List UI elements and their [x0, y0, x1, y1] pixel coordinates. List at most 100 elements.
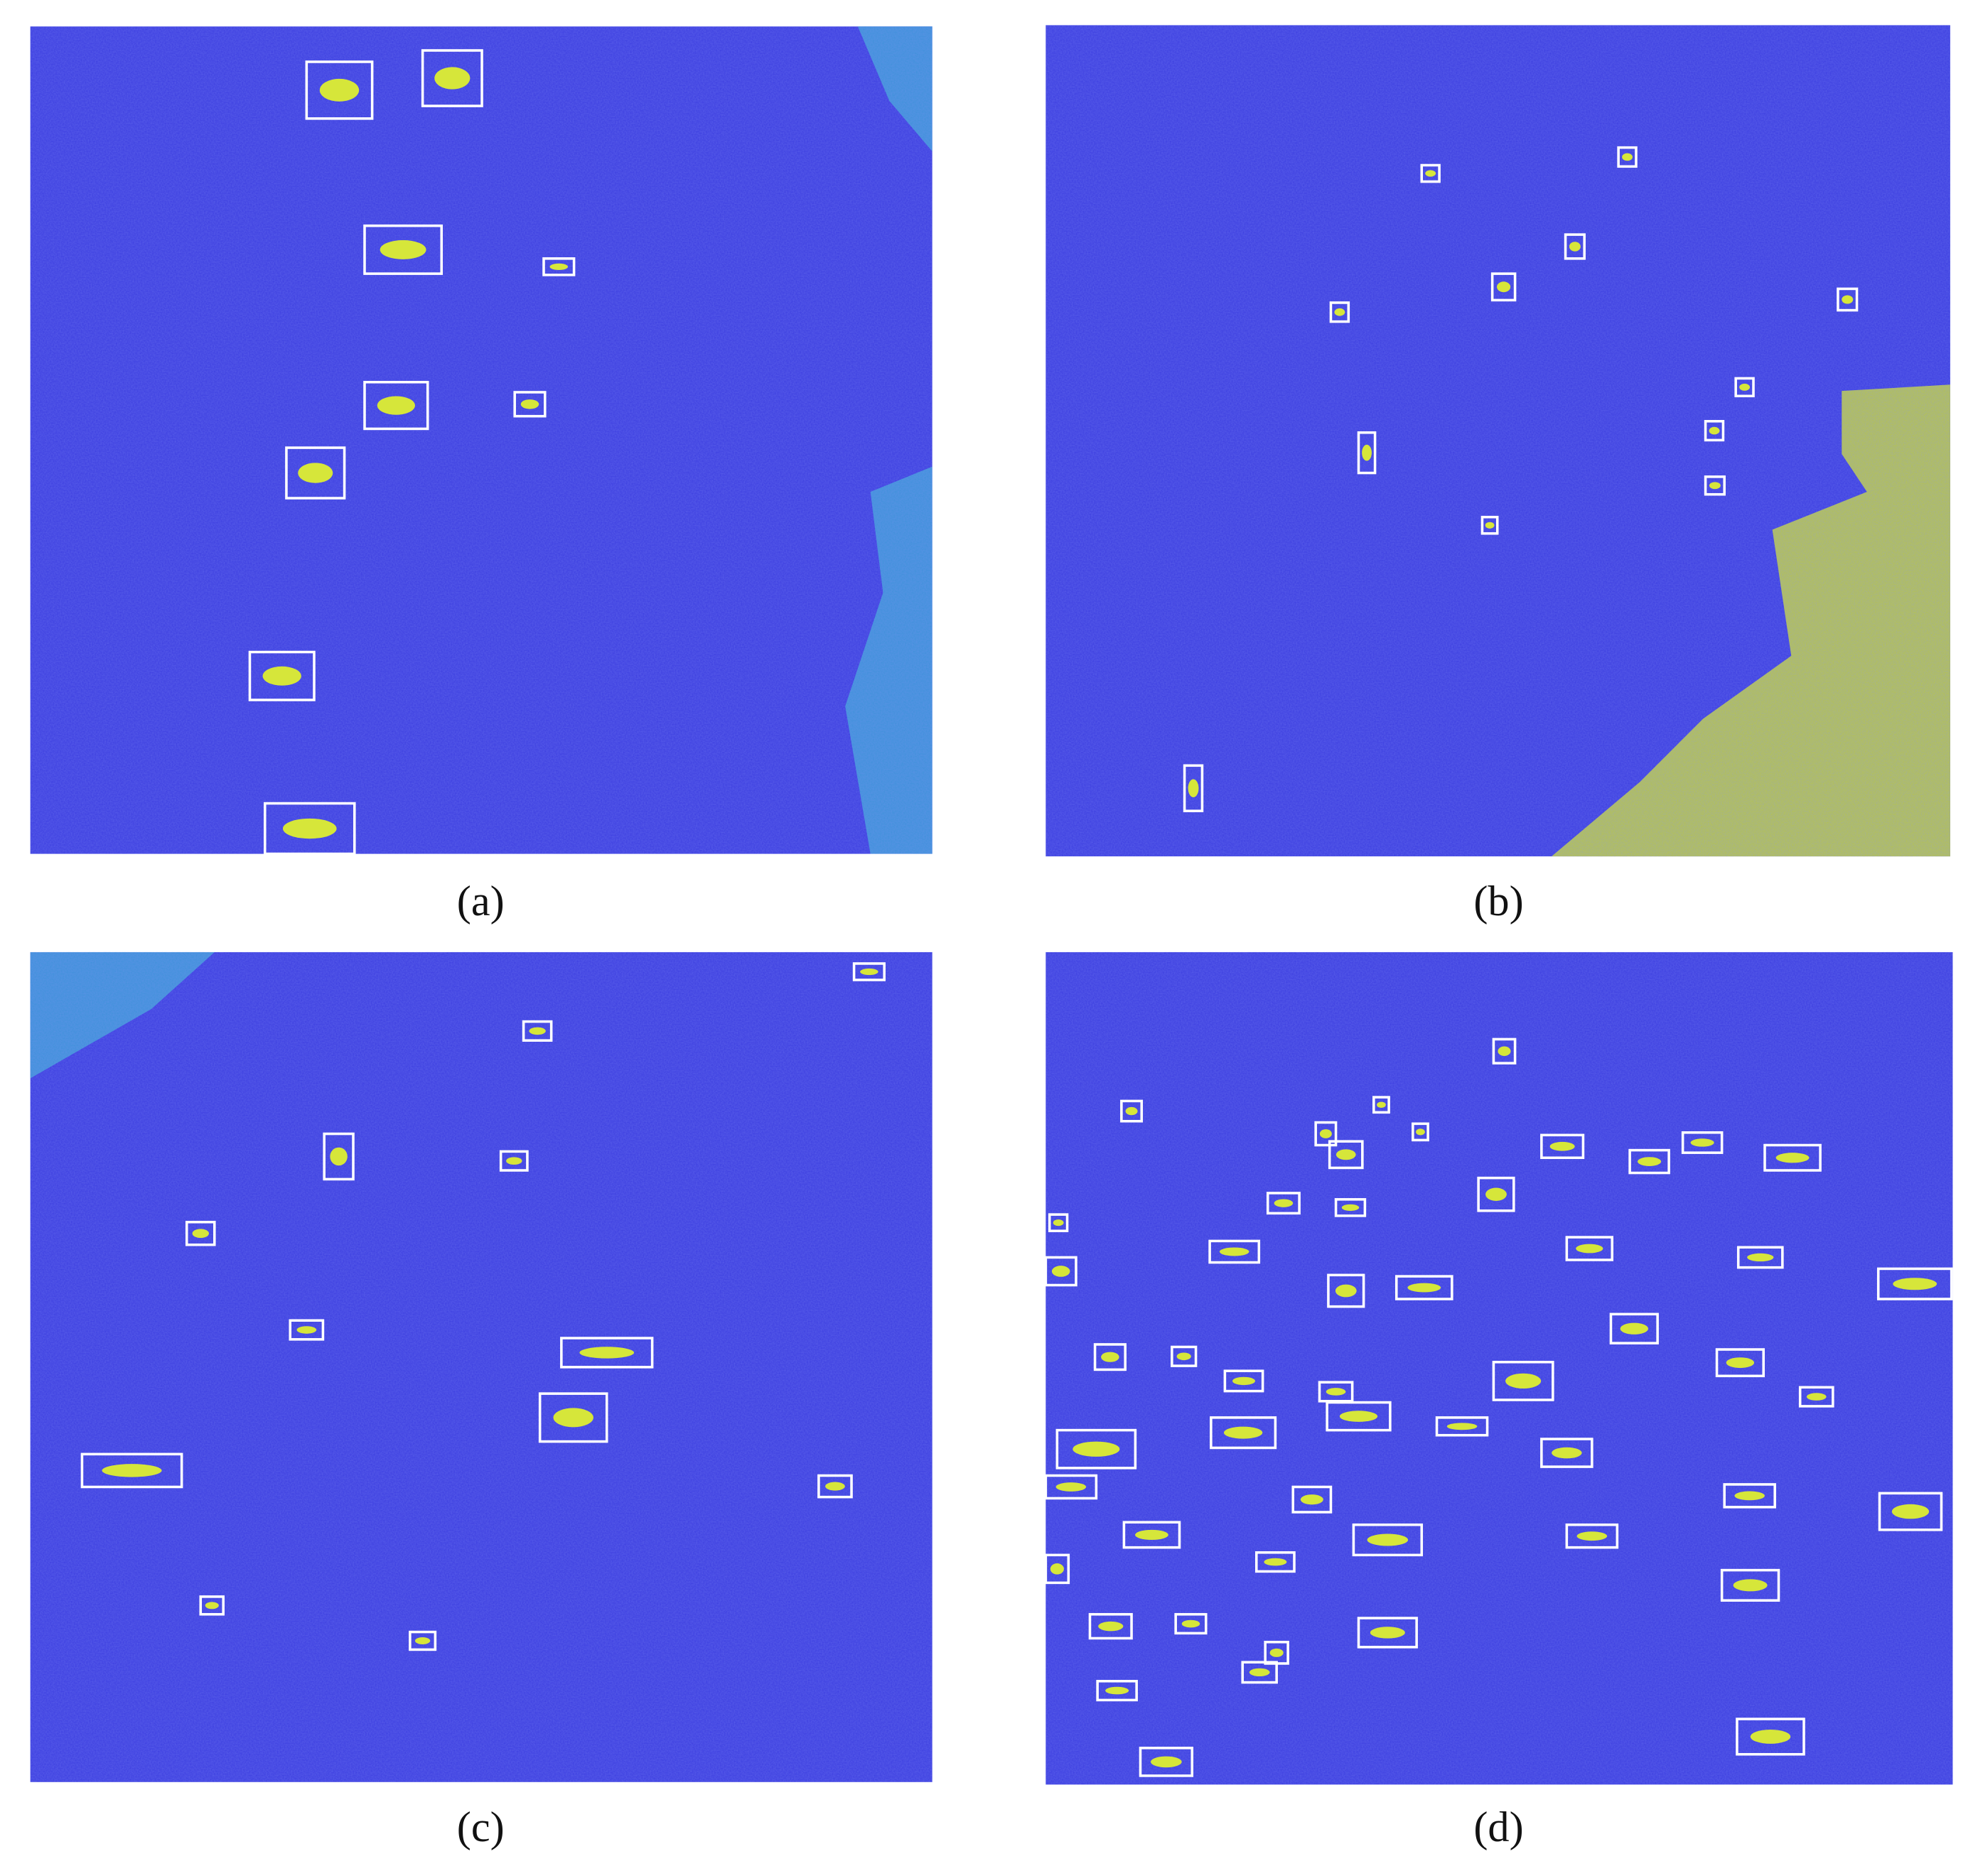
detection-box [409, 1630, 437, 1651]
ship [1135, 1529, 1168, 1541]
ship [1709, 426, 1720, 435]
detection-box [1477, 1176, 1515, 1212]
ship [860, 968, 878, 976]
ship [1181, 1619, 1200, 1628]
detection-box [1609, 1312, 1659, 1344]
detection-box [1704, 475, 1726, 496]
detection-box [1492, 1360, 1554, 1401]
detection-box [1736, 1246, 1784, 1269]
detection-box [1480, 515, 1499, 535]
ship [1362, 444, 1372, 461]
detection-box [499, 1150, 529, 1172]
detection-box [1420, 163, 1441, 183]
detection-box [1314, 1121, 1338, 1147]
detection-box [289, 1319, 325, 1341]
ship [553, 1408, 593, 1428]
ship [1425, 170, 1436, 177]
detection-box [1241, 1661, 1278, 1684]
ship [1416, 1128, 1425, 1136]
ship [1326, 1388, 1346, 1396]
detection-box [1208, 1239, 1261, 1264]
detection-box [1763, 1143, 1822, 1172]
ship [1335, 1149, 1356, 1160]
ship [1893, 1278, 1937, 1290]
ship [1620, 1322, 1649, 1335]
panel-caption: (a) [457, 878, 505, 925]
detection-box [1681, 1131, 1724, 1154]
ship [1367, 1533, 1409, 1546]
ship [1098, 1621, 1124, 1632]
ship [434, 67, 471, 90]
detection-box [542, 257, 576, 276]
detection-box [1736, 1718, 1805, 1756]
ship [1552, 1447, 1582, 1459]
detection-box [1327, 1273, 1365, 1308]
ship [1105, 1686, 1129, 1695]
ship [1806, 1393, 1827, 1401]
detection-box [1223, 1369, 1264, 1393]
ship [1747, 1253, 1774, 1262]
detection-box [1254, 1551, 1296, 1573]
ship [1407, 1283, 1441, 1293]
speckle [1046, 25, 1950, 857]
detection-box [421, 49, 483, 107]
panel: (a) [30, 26, 932, 925]
panel: (c) [30, 952, 932, 1851]
detection-box [1798, 1386, 1834, 1408]
detection-box [1490, 272, 1517, 302]
ship [1638, 1157, 1662, 1166]
ship [1232, 1376, 1255, 1386]
detection-box [513, 391, 547, 418]
speckle [1046, 952, 1953, 1785]
ship [330, 1147, 348, 1166]
ship [1377, 1101, 1386, 1108]
detection-box [185, 1220, 216, 1246]
ship [1050, 1563, 1064, 1575]
ship [506, 1157, 522, 1165]
detection-box [1704, 420, 1725, 442]
detection-box [1878, 1492, 1943, 1531]
ship [1269, 1648, 1284, 1657]
detection-box [1088, 1612, 1133, 1640]
detection-box [1837, 287, 1859, 312]
ship [549, 263, 569, 270]
detection-box [1565, 1523, 1619, 1549]
detection-box [1329, 301, 1350, 323]
ship [1223, 1426, 1263, 1439]
ship [1733, 1579, 1768, 1592]
detection-box [1565, 1236, 1614, 1261]
ship [1549, 1141, 1575, 1151]
ship [1739, 383, 1751, 391]
ship [1274, 1199, 1294, 1207]
detection-box [852, 962, 886, 981]
ship [1734, 1491, 1765, 1501]
detection-box [1357, 431, 1377, 475]
ship [380, 239, 426, 259]
ship [1775, 1153, 1810, 1163]
panel-caption: (c) [457, 1804, 505, 1851]
ship [1576, 1244, 1603, 1254]
ship [282, 818, 337, 839]
ship [1051, 1266, 1070, 1277]
detection-box [1122, 1521, 1181, 1549]
ship [1498, 1046, 1511, 1057]
detection-box [1174, 1612, 1208, 1635]
detection-box [1492, 1037, 1517, 1064]
panel-caption: (d) [1473, 1804, 1523, 1851]
detection-box [1044, 1553, 1070, 1585]
detection-box [1540, 1133, 1585, 1160]
ship [298, 463, 333, 483]
ship [529, 1027, 546, 1035]
detection-box [1139, 1747, 1194, 1777]
ship [1264, 1558, 1287, 1566]
detection-box [1564, 233, 1586, 260]
ship [1485, 522, 1495, 529]
detection-box [538, 1392, 608, 1443]
ship [414, 1637, 431, 1644]
ship [1690, 1138, 1714, 1147]
detection-box [363, 380, 429, 431]
detection-box [1352, 1523, 1424, 1557]
ship [1750, 1729, 1791, 1744]
ship [1125, 1106, 1138, 1116]
